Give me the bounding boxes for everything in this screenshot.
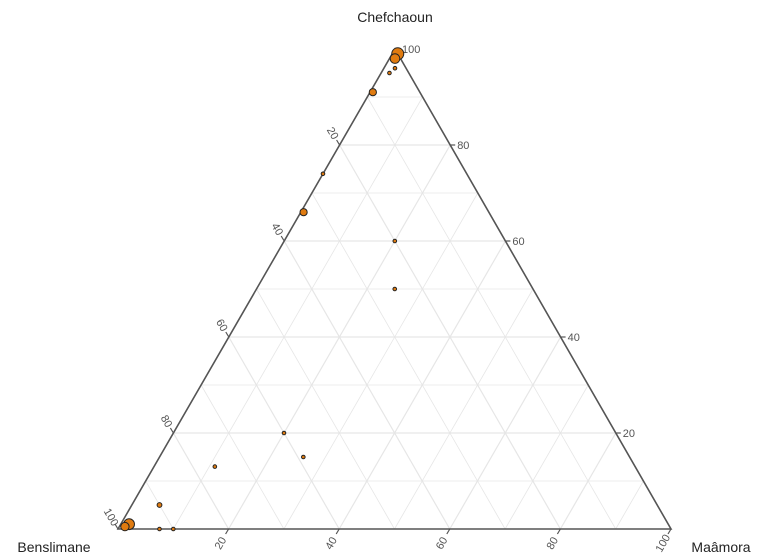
tick-label-right: 20 [623,428,635,440]
tick-mark-bottom [335,528,340,535]
data-point [392,238,398,244]
grid-line-left [256,288,395,530]
triangle-outline [116,47,673,530]
grid-line-left [200,384,285,530]
tick-mark-bottom [667,528,672,535]
tick-label-left: 80 [158,413,175,430]
tick-mark-bottom [225,528,230,535]
data-points [120,47,405,532]
grid-line-right [504,384,589,530]
grid-line-right [394,288,534,530]
data-point [120,521,130,532]
data-point [392,286,398,292]
tick-label-bottom: 60 [434,535,451,552]
data-point [392,65,398,71]
tick-label-left: 40 [269,221,286,238]
tick-mark-left [169,427,174,434]
grid-line-right [283,192,479,530]
vertex-label-right: Maâmora [691,539,750,555]
grid-line-right [449,336,562,530]
grid-line-left [172,432,230,530]
data-point [171,526,176,532]
tick-mark-left [114,523,119,530]
grid-line-left [311,192,506,530]
tick-label-right: 40 [568,332,580,344]
data-point [387,70,392,76]
grid [145,96,644,530]
grid-line-left [366,96,617,530]
data-point [212,464,218,469]
tick-marks: 20 20 20 40 40 40 60 60 60 80 80 80 100 100 100 [101,44,673,554]
tick-label-bottom: 80 [545,535,562,552]
tick-mark-bottom [446,528,451,535]
tick-mark-left [336,139,341,146]
tick-label-left: 100 [101,507,121,529]
tick-label-left: 60 [213,317,230,334]
grid-line-right [172,96,423,530]
tick-label-right: 80 [457,140,469,152]
data-point [301,454,306,460]
data-point [156,502,163,508]
tick-mark-bottom [556,528,561,535]
data-point [299,208,308,217]
vertex-label-left: Benslimane [17,539,90,555]
tick-label-bottom: 100 [654,533,674,555]
data-point [320,171,326,177]
tick-label-left: 20 [324,125,341,142]
tick-label-right: 100 [402,44,420,56]
tick-mark-left [225,331,230,338]
vertex-label-top: Chefchaoun [357,9,433,25]
data-point [368,88,377,97]
grid-line-right [559,432,617,530]
tick-label-bottom: 40 [323,535,340,552]
tick-label-bottom: 20 [213,535,230,552]
data-point [157,526,162,532]
tick-label-right: 60 [512,236,524,248]
data-point [389,53,401,64]
data-point [281,430,287,436]
tick-mark-left [280,235,285,242]
triangle-frame [116,47,673,530]
grid-line-right [615,480,644,530]
